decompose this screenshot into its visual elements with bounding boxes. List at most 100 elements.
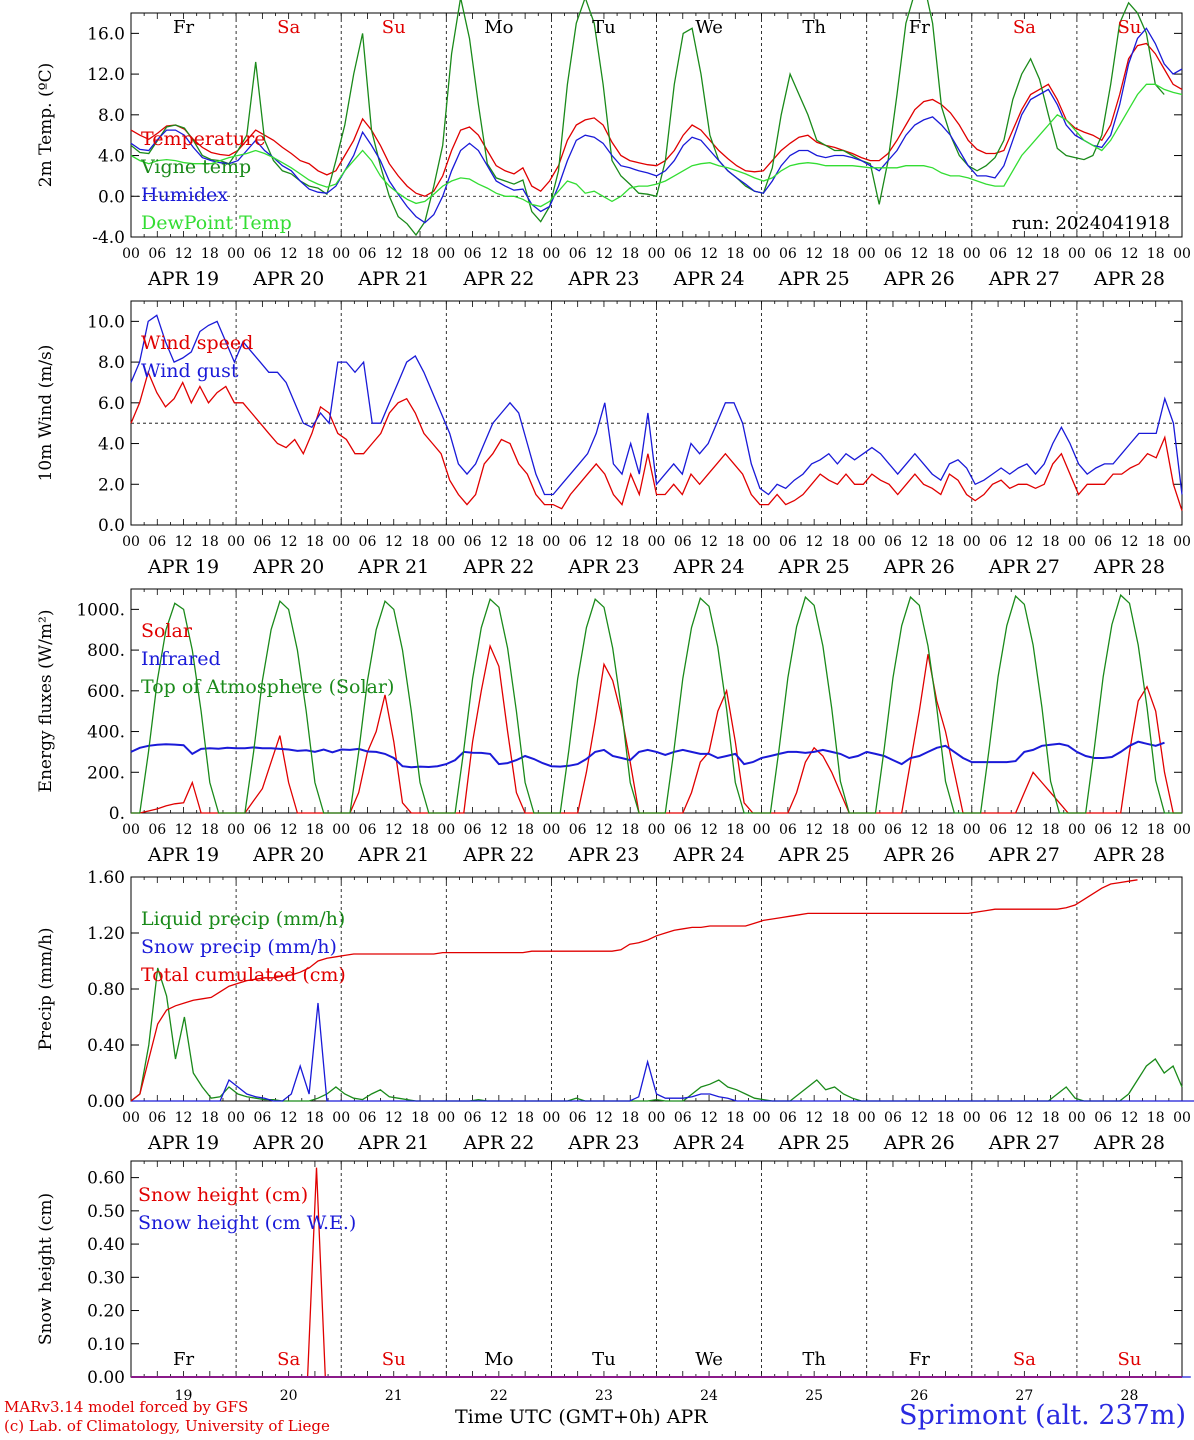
hour-label: 18 bbox=[411, 822, 429, 838]
legend-entry: Snow height (cm W.E.) bbox=[138, 1212, 356, 1234]
y-tick-label: 12.0 bbox=[87, 65, 125, 85]
hour-label: 00 bbox=[332, 246, 350, 262]
hour-label: 18 bbox=[1042, 822, 1060, 838]
panel-3: 0. 200. 400. 600. 800. 1000. Energy fluxes (W/… bbox=[36, 588, 1191, 866]
hour-label: 12 bbox=[910, 534, 928, 550]
day-name: Sa bbox=[277, 17, 300, 38]
hour-label: 06 bbox=[779, 246, 797, 262]
day-number: 28 bbox=[1121, 1388, 1139, 1404]
hour-label: 06 bbox=[464, 534, 482, 550]
hour-label: 18 bbox=[1042, 534, 1060, 550]
day-number: 20 bbox=[280, 1388, 298, 1404]
hour-label: 00 bbox=[542, 822, 560, 838]
hour-label: 18 bbox=[726, 822, 744, 838]
hour-label: 06 bbox=[674, 1110, 692, 1126]
hour-label: 18 bbox=[516, 246, 534, 262]
hour-label: 12 bbox=[385, 246, 403, 262]
hour-label: 18 bbox=[726, 246, 744, 262]
legend-entry: Snow height (cm) bbox=[138, 1184, 308, 1206]
hour-label: 06 bbox=[989, 246, 1007, 262]
hour-label: 06 bbox=[779, 534, 797, 550]
day-name: Su bbox=[382, 17, 406, 38]
hour-label: 00 bbox=[753, 246, 771, 262]
hour-label: 00 bbox=[332, 1110, 350, 1126]
hour-label: 12 bbox=[595, 822, 613, 838]
day-number: 23 bbox=[595, 1388, 613, 1404]
hour-label: 00 bbox=[1173, 246, 1191, 262]
hour-label: 18 bbox=[726, 534, 744, 550]
date-label: APR 27 bbox=[988, 556, 1060, 578]
date-label: APR 24 bbox=[673, 844, 745, 866]
hour-label: 00 bbox=[122, 534, 140, 550]
hour-label: 00 bbox=[963, 246, 981, 262]
hour-label: 00 bbox=[648, 246, 666, 262]
hour-label: 12 bbox=[490, 246, 508, 262]
hour-label: 00 bbox=[1068, 534, 1086, 550]
day-name: Fr bbox=[173, 1349, 194, 1370]
series-line bbox=[130, 370, 1183, 511]
date-label: APR 21 bbox=[357, 268, 429, 290]
hour-label: 06 bbox=[148, 822, 166, 838]
day-name: Tu bbox=[592, 17, 616, 38]
hour-label: 00 bbox=[437, 1110, 455, 1126]
panel-5: 0.00 0.10 0.20 0.30 0.40 0.50 0.60 Snow height … bbox=[36, 1160, 1191, 1404]
hour-label: 12 bbox=[910, 246, 928, 262]
legend-entry: Total cumulated (cm) bbox=[141, 964, 346, 986]
hour-label: 00 bbox=[963, 534, 981, 550]
date-label: APR 25 bbox=[778, 1132, 850, 1154]
y-tick-label: 4.0 bbox=[98, 435, 125, 455]
panel-1: -4.0 0.0 4.0 8.0 12.0 16.0 2m Temp. (ºC) Temper… bbox=[36, 0, 1191, 290]
legend-entry: Top of Atmosphere (Solar) bbox=[141, 676, 394, 698]
series-line bbox=[130, 83, 1183, 208]
y-tick-label: -4.0 bbox=[92, 228, 125, 248]
legend-entry: Temperature bbox=[141, 128, 265, 150]
hour-label: 00 bbox=[648, 534, 666, 550]
y-tick-label: 200. bbox=[87, 763, 125, 783]
hour-label: 06 bbox=[1094, 1110, 1112, 1126]
day-name: Su bbox=[1117, 1349, 1141, 1370]
day-name: We bbox=[695, 17, 723, 38]
hour-label: 06 bbox=[253, 822, 271, 838]
hour-label: 00 bbox=[122, 822, 140, 838]
date-label: APR 20 bbox=[252, 844, 324, 866]
credits: MARv3.14 model forced by GFS (c) Lab. of… bbox=[4, 1398, 330, 1436]
day-name: Tu bbox=[592, 1349, 616, 1370]
y-tick-label: 0.40 bbox=[87, 1235, 125, 1255]
hour-label: 06 bbox=[989, 534, 1007, 550]
date-label: APR 24 bbox=[673, 1132, 745, 1154]
day-name: Su bbox=[382, 1349, 406, 1370]
credit-line-2: (c) Lab. of Climatology, University of L… bbox=[4, 1417, 330, 1435]
date-label: APR 26 bbox=[883, 1132, 955, 1154]
hour-label: 06 bbox=[884, 1110, 902, 1126]
hour-label: 12 bbox=[805, 1110, 823, 1126]
hour-label: 12 bbox=[700, 246, 718, 262]
hour-label: 18 bbox=[937, 1110, 955, 1126]
hour-label: 12 bbox=[910, 822, 928, 838]
hour-label: 18 bbox=[411, 246, 429, 262]
hour-label: 12 bbox=[280, 246, 298, 262]
hour-label: 12 bbox=[1015, 246, 1033, 262]
hour-label: 00 bbox=[332, 822, 350, 838]
hour-label: 06 bbox=[148, 1110, 166, 1126]
day-name: We bbox=[695, 1349, 723, 1370]
hour-label: 00 bbox=[227, 1110, 245, 1126]
hour-label: 06 bbox=[253, 1110, 271, 1126]
date-label: APR 20 bbox=[252, 268, 324, 290]
y-tick-label: 10.0 bbox=[87, 312, 125, 332]
date-label: APR 25 bbox=[778, 844, 850, 866]
date-label: APR 19 bbox=[147, 844, 219, 866]
date-label: APR 22 bbox=[462, 556, 534, 578]
hour-label: 00 bbox=[122, 1110, 140, 1126]
hour-label: 18 bbox=[201, 534, 219, 550]
date-label: APR 26 bbox=[883, 556, 955, 578]
series-line bbox=[130, 314, 1183, 496]
hour-label: 06 bbox=[674, 822, 692, 838]
day-name: Sa bbox=[1013, 1349, 1036, 1370]
date-label: APR 23 bbox=[567, 556, 639, 578]
hour-label: 06 bbox=[1094, 246, 1112, 262]
day-number: 26 bbox=[910, 1388, 928, 1404]
hour-label: 00 bbox=[753, 822, 771, 838]
hour-label: 12 bbox=[805, 534, 823, 550]
hour-label: 06 bbox=[253, 534, 271, 550]
panel-2: 0.0 2.0 4.0 6.0 8.0 10.0 10m Wind (m/s) Wind sp… bbox=[36, 300, 1191, 578]
